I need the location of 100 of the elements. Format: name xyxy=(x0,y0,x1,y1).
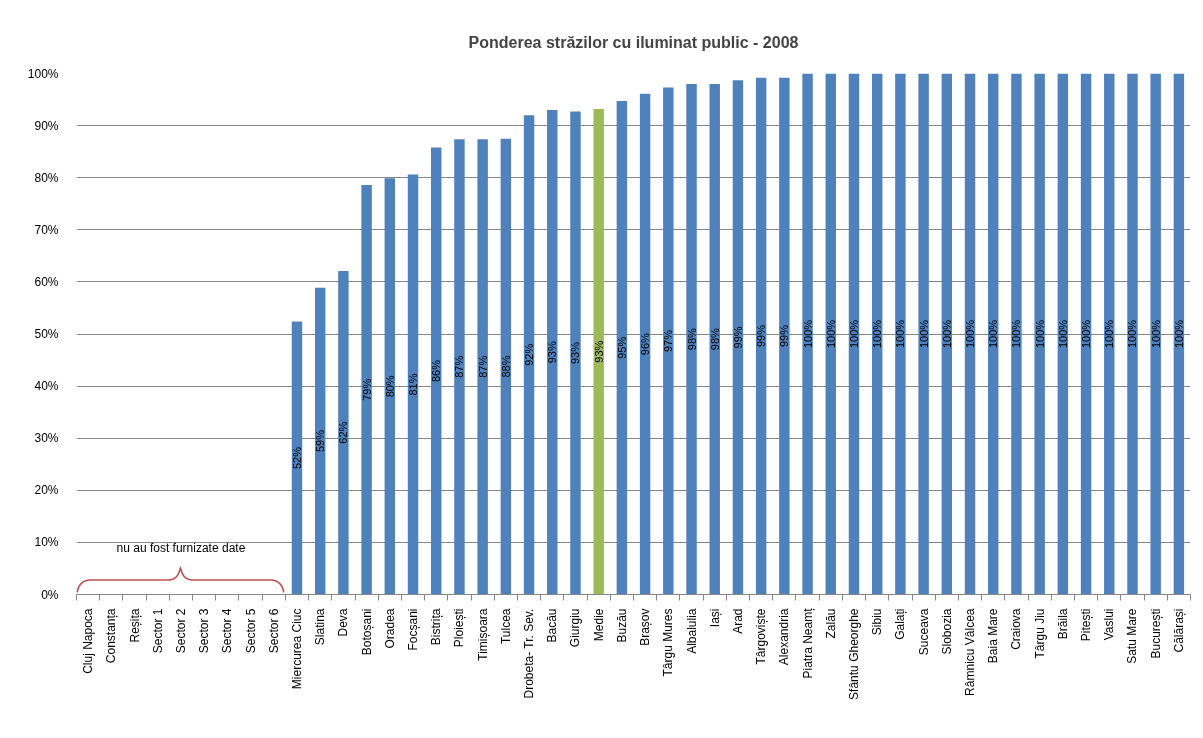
bar xyxy=(477,139,488,595)
x-tick-label: Focșani xyxy=(406,608,421,651)
x-tick-label: Suceava xyxy=(916,608,931,656)
data-label: 100% xyxy=(1010,319,1023,349)
x-tick-label: Bistrița xyxy=(429,608,444,646)
x-tick-label: Alexandria xyxy=(777,608,792,666)
x-tick-label: Baia Mare xyxy=(986,608,1001,664)
data-label: 100% xyxy=(1172,319,1185,349)
annotation: nu au fost furnizate date xyxy=(116,541,246,556)
bar xyxy=(1011,73,1022,595)
data-label: 100% xyxy=(987,319,1000,349)
data-label: 97% xyxy=(662,329,675,353)
bar xyxy=(616,101,628,595)
data-label: 100% xyxy=(847,319,860,349)
bar xyxy=(941,73,953,595)
x-tick-label: Miercurea Ciuc xyxy=(289,608,304,690)
bar xyxy=(732,80,744,595)
x-tick-label: Slatina xyxy=(313,608,328,646)
x-tick-label: Constanța xyxy=(104,608,119,664)
bar xyxy=(384,178,396,595)
data-label: 52% xyxy=(290,446,303,470)
x-tick-label: Buzău xyxy=(614,608,629,643)
y-tick-label: 0% xyxy=(41,587,59,602)
bar xyxy=(1080,73,1092,595)
y-tick-label: 90% xyxy=(34,118,59,133)
x-tick-label: Sector 2 xyxy=(173,608,188,654)
x-tick-label: Drobeta- Tr. Sev. xyxy=(522,608,537,699)
bar xyxy=(338,270,349,595)
data-label: 88% xyxy=(499,355,512,378)
x-tick-label: Tulcea xyxy=(498,608,513,645)
bar xyxy=(639,93,651,595)
bar xyxy=(825,73,836,595)
x-tick-label: Giurgiu xyxy=(568,608,583,648)
y-tick-label: 20% xyxy=(34,483,59,498)
bar xyxy=(547,109,558,595)
data-label: 80% xyxy=(383,375,396,398)
data-label: 100% xyxy=(1103,319,1116,349)
x-tick-label: Reșița xyxy=(127,608,142,643)
x-tick-label: Pitești xyxy=(1079,608,1094,642)
bar xyxy=(523,115,535,595)
x-tick-label: Sibiu xyxy=(870,608,885,636)
bar xyxy=(361,184,372,595)
bar xyxy=(1173,73,1185,595)
x-tick-label: Slobozia xyxy=(939,608,954,655)
x-tick-label: Deva xyxy=(336,608,351,637)
x-tick-label: Târgu Jiu xyxy=(1032,608,1047,659)
y-tick-label: 80% xyxy=(34,170,59,185)
x-tick-label: Sector 6 xyxy=(266,608,281,654)
data-label: 98% xyxy=(708,327,721,351)
y-tick-label: 60% xyxy=(34,274,59,289)
data-label: 100% xyxy=(1126,319,1139,349)
x-tick-label: Ploiești xyxy=(452,608,467,648)
x-tick-label: Brașov xyxy=(638,608,653,646)
data-label: 93% xyxy=(546,341,559,364)
bar xyxy=(407,174,419,595)
x-tick-label: București xyxy=(1148,608,1163,659)
y-tick-label: 70% xyxy=(34,222,59,237)
y-tick-label: 30% xyxy=(34,431,59,446)
data-label: 62% xyxy=(337,421,350,444)
data-label: 87% xyxy=(453,355,466,378)
data-label: 93% xyxy=(569,341,582,365)
x-tick-label: Botoșani xyxy=(359,608,374,656)
bar xyxy=(755,77,767,595)
x-tick-label: Târgu Mures xyxy=(661,608,676,677)
bar xyxy=(779,77,790,595)
y-tick-label: 10% xyxy=(34,535,59,550)
x-tick-label: Iași xyxy=(707,608,722,628)
bar xyxy=(686,83,697,595)
x-tick-label: Medie xyxy=(591,608,606,642)
bar xyxy=(871,73,883,595)
bar xyxy=(593,108,604,595)
x-tick-label: Sector 5 xyxy=(243,608,258,654)
x-tick-label: Zalău xyxy=(823,608,838,639)
data-label: 100% xyxy=(1033,319,1046,349)
x-tick-label: Brăila xyxy=(1055,608,1070,640)
x-tick-label: Craiova xyxy=(1009,608,1024,650)
x-tick-label: Sector 1 xyxy=(150,608,165,654)
data-label: 96% xyxy=(639,332,652,356)
data-label: 81% xyxy=(407,373,420,396)
data-label: 86% xyxy=(430,359,443,382)
bar xyxy=(1104,73,1115,595)
data-label: 95% xyxy=(615,336,628,359)
bar xyxy=(988,73,999,595)
x-tick-label: Vaslui xyxy=(1102,608,1117,641)
bar xyxy=(431,147,442,595)
chart-title: Ponderea străzilor cu iluminat public - 2008 xyxy=(468,33,799,51)
bar xyxy=(663,87,674,595)
data-label: 100% xyxy=(801,319,814,349)
bar xyxy=(848,73,860,595)
data-label: 100% xyxy=(871,319,884,349)
data-label: 100% xyxy=(1149,319,1162,349)
data-label: 100% xyxy=(1080,319,1093,349)
bar xyxy=(1034,73,1045,595)
data-label: 93% xyxy=(592,340,605,363)
data-label: 100% xyxy=(824,319,837,349)
bar xyxy=(1150,73,1161,595)
x-tick-label: Arad xyxy=(730,608,745,634)
bar xyxy=(314,287,326,595)
bar xyxy=(895,73,906,595)
data-label: 100% xyxy=(1056,319,1069,349)
